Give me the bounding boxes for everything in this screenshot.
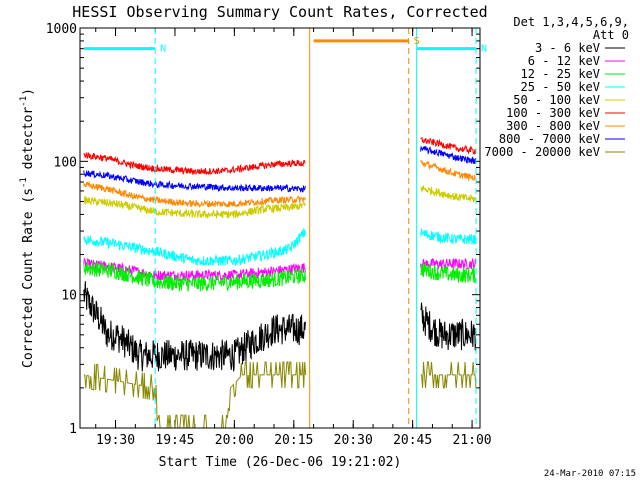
annotation-label: N bbox=[160, 44, 166, 55]
series-line bbox=[420, 302, 477, 351]
y-axis-label: Corrected Count Rate (s-1 detector-1) bbox=[19, 88, 36, 368]
x-tick-label: 19:45 bbox=[155, 433, 194, 448]
legend-item-label: 800 - 7000 keV bbox=[499, 132, 600, 146]
x-tick-label: 20:15 bbox=[274, 433, 313, 448]
axis-ticks: 19:30 19:45 20:00 20:15 20:30 20:45 21:00 1 10 10… bbox=[46, 22, 492, 448]
legend-item-label: 3 - 6 keV bbox=[535, 41, 600, 55]
series-line bbox=[420, 228, 477, 245]
legend-header-line2: Att 0 bbox=[593, 28, 629, 42]
x-tick-label: 20:00 bbox=[215, 433, 254, 448]
series-line bbox=[83, 170, 306, 193]
x-tick-label: 20:45 bbox=[393, 433, 432, 448]
plot-area: N NS bbox=[83, 28, 487, 429]
y-tick-label: 100 bbox=[54, 155, 77, 170]
y-tick-label: 1 bbox=[69, 422, 77, 437]
legend-item-label: 25 - 50 keV bbox=[521, 80, 600, 94]
series-line bbox=[420, 361, 477, 389]
series-line bbox=[83, 228, 306, 267]
legend-item-label: 7000 - 20000 keV bbox=[484, 145, 600, 159]
x-tick-label: 21:00 bbox=[453, 433, 492, 448]
series-line bbox=[83, 261, 306, 292]
chart-title: HESSI Observing Summary Count Rates, Cor… bbox=[72, 3, 487, 21]
timestamp: 24-Mar-2010 07:15 bbox=[544, 469, 636, 479]
series-line bbox=[83, 361, 307, 429]
series-line bbox=[83, 151, 306, 176]
series-line bbox=[83, 180, 306, 208]
series-line bbox=[83, 195, 306, 219]
x-axis-label: Start Time (26-Dec-06 19:21:02) bbox=[159, 455, 402, 470]
series-line bbox=[420, 185, 477, 203]
y-tick-label: 10 bbox=[61, 289, 77, 304]
annotation-label: S bbox=[414, 36, 420, 47]
series-line bbox=[420, 146, 477, 165]
series-line bbox=[83, 281, 306, 372]
legend-item-label: 300 - 800 keV bbox=[506, 119, 600, 133]
x-tick-label: 19:30 bbox=[96, 433, 135, 448]
y-tick-label: 1000 bbox=[46, 22, 77, 37]
plot-frame bbox=[79, 27, 481, 429]
legend-header-line1: Det 1,3,4,5,6,9, bbox=[513, 15, 629, 29]
series-line bbox=[420, 159, 476, 182]
series-line bbox=[420, 137, 477, 155]
annotation-label: N bbox=[481, 44, 487, 55]
legend-item-label: 6 - 12 keV bbox=[528, 54, 600, 68]
series-line bbox=[420, 262, 477, 283]
legend-item-label: 12 - 25 keV bbox=[521, 67, 600, 81]
x-tick-label: 20:30 bbox=[334, 433, 373, 448]
legend-item-label: 100 - 300 keV bbox=[506, 106, 600, 120]
legend-item-label: 50 - 100 keV bbox=[513, 93, 600, 107]
